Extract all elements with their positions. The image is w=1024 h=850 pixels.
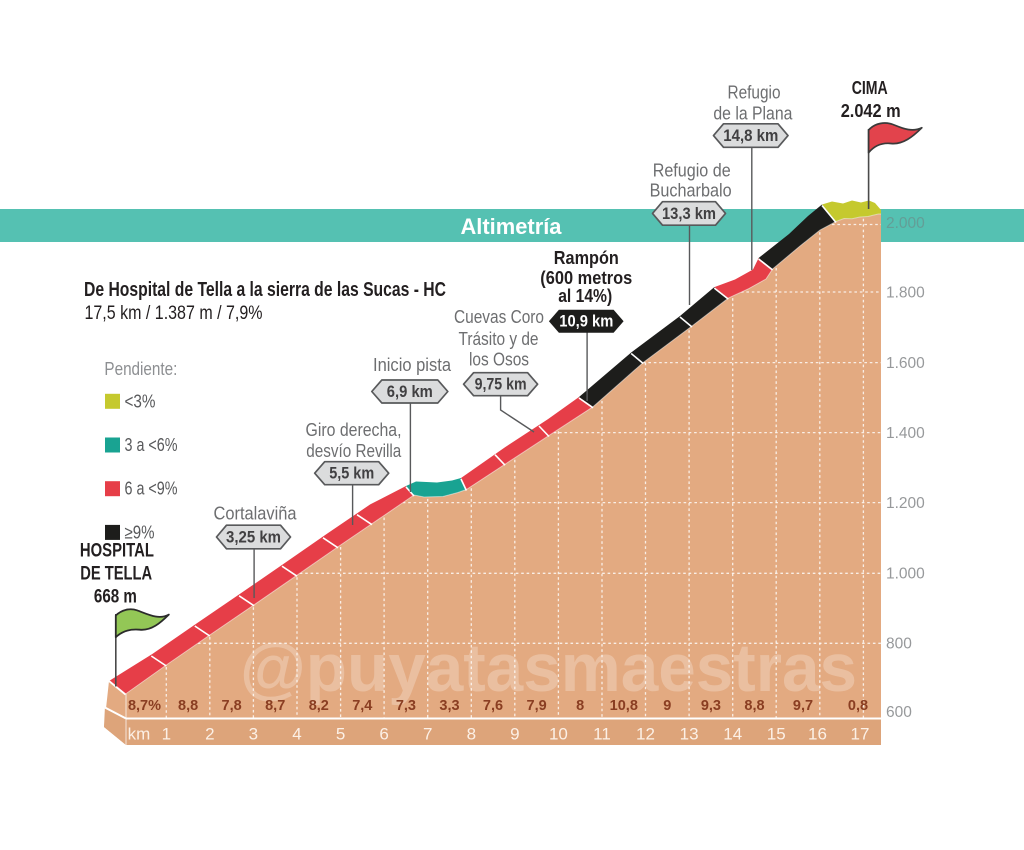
svg-text:11: 11	[593, 725, 611, 744]
svg-text:6: 6	[379, 725, 388, 744]
svg-text:10,9 km: 10,9 km	[559, 313, 613, 331]
svg-text:Refugio de: Refugio de	[653, 161, 731, 181]
svg-text:10: 10	[549, 725, 568, 744]
svg-text:10,8: 10,8	[610, 698, 638, 714]
svg-text:13: 13	[680, 725, 699, 744]
svg-text:8,8: 8,8	[744, 698, 764, 714]
svg-text:2.042 m: 2.042 m	[841, 100, 901, 121]
svg-text:De Hospital de Tella a la sier: De Hospital de Tella a la sierra de las …	[84, 279, 446, 301]
svg-text:8,8: 8,8	[178, 698, 198, 714]
svg-text:9,75 km: 9,75 km	[475, 376, 527, 394]
svg-text:Giro derecha,: Giro derecha,	[306, 420, 402, 440]
svg-text:1: 1	[162, 725, 171, 744]
svg-text:3,25 km: 3,25 km	[226, 529, 281, 547]
svg-text:17,5 km / 1.387 m / 7,9%: 17,5 km / 1.387 m / 7,9%	[85, 303, 263, 324]
svg-text:2.000: 2.000	[886, 215, 925, 232]
svg-text:los Osos: los Osos	[469, 349, 529, 369]
svg-text:Refugio: Refugio	[728, 83, 781, 103]
svg-text:12: 12	[636, 725, 655, 744]
svg-text:14,8 km: 14,8 km	[723, 127, 778, 145]
svg-text:9: 9	[663, 698, 671, 714]
svg-text:6 a <9%: 6 a <9%	[125, 479, 178, 499]
svg-text:3,3: 3,3	[439, 698, 459, 714]
svg-text:desvío Revilla: desvío Revilla	[306, 441, 402, 461]
svg-text:15: 15	[767, 725, 786, 744]
svg-text:9,7: 9,7	[793, 698, 813, 714]
svg-text:16: 16	[808, 725, 827, 744]
svg-text:Trásito y de: Trásito y de	[459, 329, 539, 349]
svg-text:Rampón: Rampón	[554, 248, 619, 268]
svg-text:2: 2	[205, 725, 214, 744]
svg-text:km: km	[128, 725, 151, 744]
svg-text:7,9: 7,9	[527, 698, 547, 714]
svg-text:0,8: 0,8	[848, 698, 868, 714]
svg-text:17: 17	[851, 725, 870, 744]
svg-text:Cuevas Coro: Cuevas Coro	[454, 307, 544, 327]
svg-text:8,7: 8,7	[265, 698, 285, 714]
svg-text:Bucharbalo: Bucharbalo	[650, 181, 732, 201]
svg-text:6,9 km: 6,9 km	[387, 383, 433, 401]
svg-text:9: 9	[510, 725, 519, 744]
svg-text:≥9%: ≥9%	[125, 522, 155, 542]
svg-text:7: 7	[423, 725, 432, 744]
svg-text:9,3: 9,3	[701, 698, 721, 714]
svg-text:1.000: 1.000	[886, 566, 925, 583]
svg-text:5,5 km: 5,5 km	[329, 465, 374, 483]
svg-text:Pendiente:: Pendiente:	[104, 359, 177, 379]
svg-text:Inicio pista: Inicio pista	[373, 355, 452, 375]
svg-text:1.600: 1.600	[886, 355, 925, 372]
svg-text:Altimetría: Altimetría	[461, 214, 563, 239]
svg-text:8: 8	[467, 725, 476, 744]
svg-text:CIMA: CIMA	[852, 77, 888, 98]
svg-text:5: 5	[336, 725, 345, 744]
svg-text:al 14%): al 14%)	[558, 286, 612, 306]
svg-text:3: 3	[249, 725, 258, 744]
svg-text:HOSPITAL: HOSPITAL	[80, 541, 154, 562]
svg-text:8,2: 8,2	[309, 698, 329, 714]
svg-text:13,3 km: 13,3 km	[662, 205, 716, 223]
svg-text:668 m: 668 m	[94, 587, 137, 608]
svg-text:Cortalaviña: Cortalaviña	[214, 504, 298, 524]
svg-text:600: 600	[886, 704, 912, 721]
svg-text:de la Plana: de la Plana	[713, 104, 793, 124]
svg-text:8: 8	[576, 698, 584, 714]
svg-text:1.400: 1.400	[886, 425, 925, 442]
svg-text:7,4: 7,4	[352, 698, 372, 714]
svg-text:1.800: 1.800	[886, 285, 925, 302]
svg-text:800: 800	[886, 636, 912, 653]
svg-text:7,6: 7,6	[483, 698, 503, 714]
svg-text:DE TELLA: DE TELLA	[80, 564, 152, 585]
svg-text:4: 4	[292, 725, 301, 744]
svg-text:<3%: <3%	[125, 391, 156, 411]
svg-text:14: 14	[723, 725, 742, 744]
svg-text:8,7%: 8,7%	[128, 698, 161, 714]
svg-text:(600 metros: (600 metros	[540, 268, 632, 288]
svg-text:1.200: 1.200	[886, 495, 925, 512]
svg-text:7,3: 7,3	[396, 698, 416, 714]
svg-text:@puyatasmaestras: @puyatasmaestras	[240, 630, 857, 706]
svg-text:7,8: 7,8	[222, 698, 242, 714]
svg-text:3 a <6%: 3 a <6%	[125, 435, 178, 455]
